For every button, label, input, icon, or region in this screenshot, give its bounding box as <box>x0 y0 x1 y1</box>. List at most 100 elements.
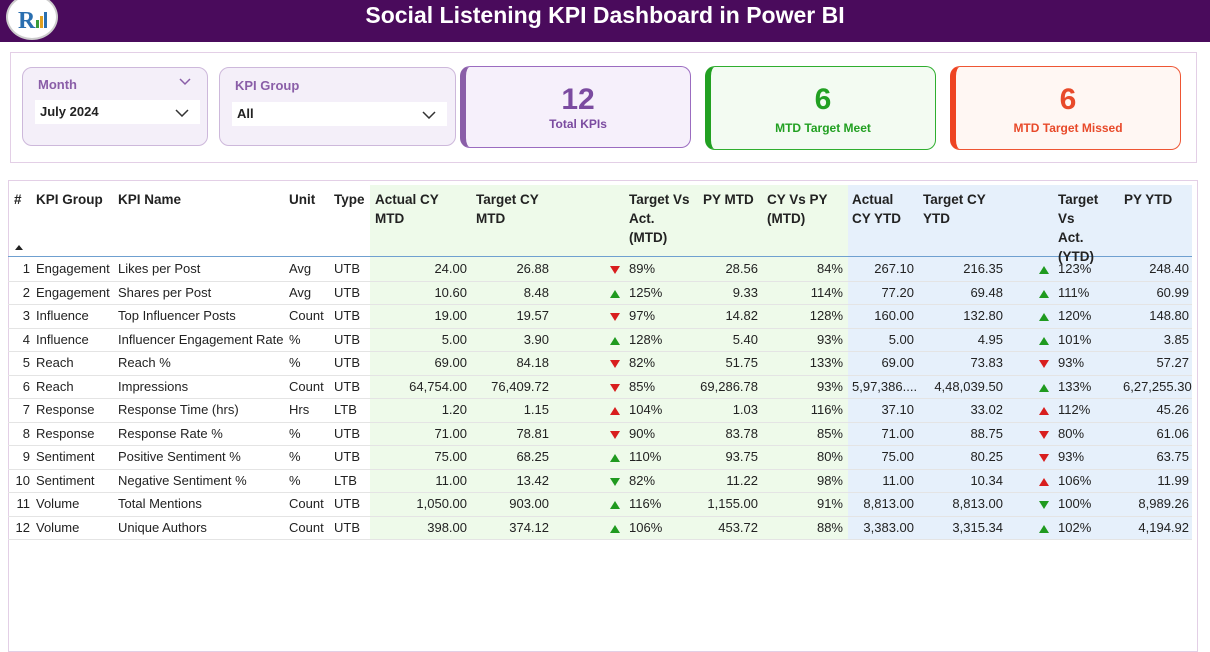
status-arrow <box>609 310 621 322</box>
table-cell: 100% <box>1058 496 1092 511</box>
month-slicer[interactable]: Month July 2024 <box>22 67 208 146</box>
table-cell: 80% <box>816 449 843 464</box>
table-cell: 398.00 <box>427 519 467 535</box>
status-arrow <box>609 475 621 487</box>
table-cell: 13.42 <box>516 472 549 488</box>
table-cell: 11.00 <box>435 472 467 488</box>
arrow-icon <box>1039 360 1049 368</box>
table-cell: Shares per Post <box>118 284 212 300</box>
table-cell: 97% <box>629 308 656 323</box>
table-cell: Unique Authors <box>118 519 207 535</box>
table-cell: 133% <box>809 355 843 370</box>
status-arrow <box>1038 381 1050 393</box>
table-cell: 19.00 <box>434 308 467 323</box>
table-cell: Impressions <box>118 378 189 394</box>
arrow-icon <box>610 266 620 274</box>
arrow-icon <box>610 383 620 392</box>
table-cell: LTB <box>334 402 357 417</box>
arrow-icon <box>610 524 620 533</box>
table-cell: Count <box>289 519 324 535</box>
column-header: KPI Name <box>118 192 182 207</box>
table-cell: UTB <box>334 261 360 276</box>
arrow-icon <box>610 313 620 321</box>
table-cell: 77.20 <box>881 284 914 300</box>
column-header: KPI Group <box>36 192 103 207</box>
status-arrow <box>609 357 621 369</box>
status-arrow <box>1038 334 1050 346</box>
table-cell: 64,754.00 <box>409 378 467 394</box>
table-cell: 4.95 <box>977 331 1003 347</box>
table-cell: Response Rate % <box>118 425 223 441</box>
table-cell: 5.00 <box>888 331 914 347</box>
row-rule <box>8 515 1192 517</box>
logo: R <box>6 0 58 40</box>
table-cell: Response Time (hrs) <box>118 402 239 417</box>
table-cell: 1.20 <box>441 402 467 417</box>
table-cell: UTB <box>334 519 360 535</box>
table-cell: 1.15 <box>523 402 549 417</box>
table-cell: Count <box>289 378 324 394</box>
status-arrow <box>609 381 621 393</box>
table-cell: 5.00 <box>441 331 467 347</box>
table-cell: 19.57 <box>516 308 549 323</box>
status-arrow <box>1038 475 1050 487</box>
arrow-icon <box>1039 336 1049 345</box>
table-cell: UTB <box>334 425 360 441</box>
table-cell: 248.40 <box>1149 261 1189 276</box>
table-cell: UTB <box>334 331 360 347</box>
arrow-icon <box>1039 501 1049 509</box>
row-rule <box>8 492 1192 493</box>
table-cell: 12 <box>15 519 30 535</box>
table-cell: 14.82 <box>725 308 758 323</box>
table-cell: Positive Sentiment % <box>118 449 241 464</box>
table-cell: UTB <box>334 378 360 394</box>
sort-icon[interactable] <box>14 243 24 251</box>
table-cell: % <box>289 355 301 370</box>
table-cell: 71.00 <box>434 425 467 441</box>
table-cell: Reach <box>36 378 74 394</box>
table-cell: UTB <box>334 355 360 370</box>
arrow-icon <box>1039 289 1049 298</box>
table-cell: 8,813.00 <box>952 496 1003 511</box>
arrow-icon <box>610 360 620 368</box>
table-cell: 93% <box>1058 449 1085 464</box>
table-cell: 1,155.00 <box>707 496 758 511</box>
kpi-group-slicer[interactable]: KPI Group All <box>219 67 456 146</box>
table-cell: 120% <box>1058 308 1092 323</box>
table-cell: 4,48,039.50 <box>934 378 1003 394</box>
table-cell: 110% <box>629 449 662 464</box>
table-cell: 84% <box>816 261 843 276</box>
table-cell: 63.75 <box>1156 449 1189 464</box>
slicer-value[interactable]: All <box>232 102 447 126</box>
table-cell: 9 <box>22 449 30 464</box>
row-rule <box>8 304 1192 305</box>
status-arrow <box>609 287 621 299</box>
table-cell: Count <box>289 308 324 323</box>
table-cell: 82% <box>629 472 656 488</box>
table-cell: 88% <box>816 519 843 535</box>
table-cell: 75.00 <box>881 449 914 464</box>
status-arrow <box>1038 263 1050 275</box>
status-arrow <box>609 522 621 534</box>
table-cell: 45.26 <box>1156 402 1189 417</box>
table-cell: 132.80 <box>963 308 1003 323</box>
table-cell: 33.02 <box>970 402 1003 417</box>
column-header: Actual CY YTD <box>852 192 902 226</box>
column-header: # <box>14 192 22 207</box>
table-cell: 374.12 <box>509 519 549 535</box>
table-cell: 7 <box>22 402 30 417</box>
logo-icon: R <box>18 8 47 34</box>
row-rule <box>8 468 1192 470</box>
table-cell: 84.18 <box>516 355 549 370</box>
arrow-icon <box>610 430 620 439</box>
row-rule <box>8 445 1192 446</box>
table-cell: Total Mentions <box>118 496 202 511</box>
table-cell: 3,315.34 <box>952 519 1003 535</box>
table-cell: 93% <box>816 378 843 394</box>
table-cell: Count <box>289 496 324 511</box>
table-cell: 1.03 <box>732 402 758 417</box>
column-header: Actual CY MTD <box>375 192 439 226</box>
slicer-value[interactable]: July 2024 <box>35 100 200 124</box>
status-arrow <box>609 428 621 440</box>
table-cell: Avg <box>289 261 312 276</box>
